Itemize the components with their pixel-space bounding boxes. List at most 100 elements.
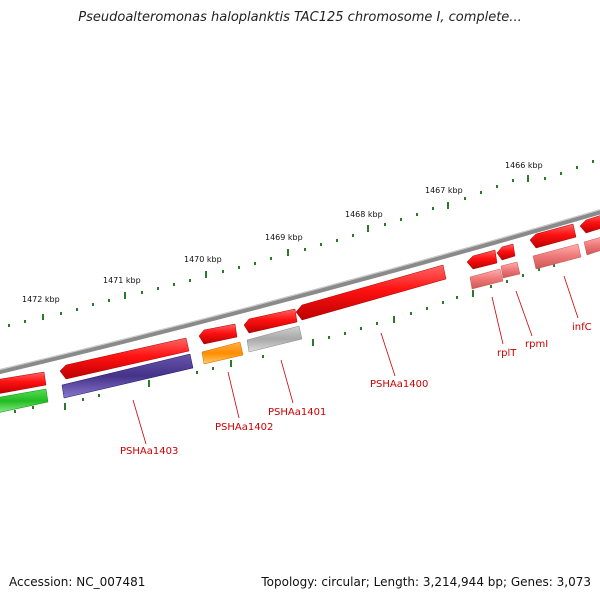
leader-pshaa1400 (380, 332, 396, 377)
gene-label-leaders (132, 275, 579, 445)
ruler-label-1468: 1468 kbp (345, 210, 383, 219)
ruler-major-tick (527, 175, 529, 182)
ruler-dot (512, 179, 514, 182)
ruler-dot (456, 296, 458, 299)
ruler-dot (360, 327, 362, 330)
leader-rplt (491, 296, 504, 345)
gene-orange-1[interactable] (201, 341, 244, 365)
chromosome-backbone-highlight (0, 209, 600, 371)
ruler-dot (506, 280, 508, 283)
ruler-dot (24, 320, 26, 323)
ruler-major-tick (205, 271, 207, 278)
gene-red-7[interactable] (496, 243, 516, 261)
gene-label-infc[interactable]: infC (572, 322, 592, 333)
leader-infc (563, 275, 579, 319)
gene-label-rplt[interactable]: rplT (497, 348, 517, 359)
gene-red-1[interactable] (0, 371, 47, 394)
gene-red-4[interactable] (243, 308, 298, 334)
gene-red-2[interactable] (59, 337, 190, 380)
ruler-dot (8, 324, 10, 327)
ruler-dot (352, 234, 354, 237)
ruler-dot (328, 336, 330, 339)
accession-text: Accession: NC_007481 (9, 575, 146, 589)
ruler-dot (400, 218, 402, 221)
ruler-major-tick (312, 339, 314, 346)
ruler-dot (92, 303, 94, 306)
ruler-dot (480, 191, 482, 194)
map-title: Pseudoalteromonas haloplanktis TAC125 ch… (78, 10, 522, 25)
ruler-dot (222, 270, 224, 273)
ruler-dot (270, 257, 272, 260)
ruler-track (8, 160, 594, 327)
leader-pshaa1402 (227, 371, 240, 419)
genome-summary-text: Topology: circular; Length: 3,214,944 bp… (261, 575, 591, 589)
gene-pink-3[interactable] (532, 243, 582, 270)
chromosome-backbone (0, 209, 600, 375)
gene-pink-4[interactable] (583, 236, 600, 256)
ruler-dot (490, 285, 492, 288)
ruler-dot (238, 266, 240, 269)
leader-pshaa1401 (280, 359, 294, 404)
ruler-label-1469: 1469 kbp (265, 233, 303, 242)
ruler-dot (592, 160, 594, 163)
gene-pink-2[interactable] (500, 261, 521, 279)
ruler-dot (496, 185, 498, 188)
ruler-label-1471: 1471 kbp (103, 276, 141, 285)
ruler-dot (426, 307, 428, 310)
ruler-dot (141, 291, 143, 294)
ruler-dot (212, 367, 214, 370)
reverse-strand-genes (0, 236, 600, 413)
ruler-dot (442, 301, 444, 304)
ruler-major-tick (148, 380, 150, 387)
ruler-label-1466: 1466 kbp (505, 161, 543, 170)
gene-label-pshaa1401[interactable]: PSHAa1401 (268, 407, 326, 418)
ruler-dot (108, 299, 110, 302)
ruler-dot (32, 406, 34, 409)
ruler-major-tick (447, 202, 449, 209)
ruler-major-tick (64, 403, 66, 410)
ruler-dot (262, 355, 264, 358)
ruler-dot (432, 207, 434, 210)
gene-label-pshaa1403[interactable]: PSHAa1403 (120, 446, 178, 457)
ruler-dot (82, 398, 84, 401)
gene-pink-1[interactable] (469, 268, 504, 290)
ruler-dot (464, 197, 466, 200)
ruler-dot (254, 262, 256, 265)
ruler-dot (522, 274, 524, 277)
ruler-major-tick (393, 316, 395, 323)
leader-rpmi (515, 290, 533, 337)
ruler-major-tick (367, 225, 369, 232)
ruler-dot (76, 308, 78, 311)
ruler-major-tick (42, 314, 44, 320)
ruler-dot (538, 268, 540, 271)
ruler-dot (320, 243, 322, 246)
ruler-dot (376, 322, 378, 325)
gene-red-5[interactable] (295, 264, 447, 321)
ruler-dot (384, 223, 386, 226)
ruler-dot (336, 239, 338, 242)
ruler-dot (344, 332, 346, 335)
ruler-dot (560, 172, 562, 175)
gene-label-pshaa1400[interactable]: PSHAa1400 (370, 379, 428, 390)
ruler-dot (304, 248, 306, 251)
gene-green-1[interactable] (0, 388, 49, 413)
gene-red-3[interactable] (198, 323, 238, 345)
leader-pshaa1403 (132, 399, 147, 445)
gene-label-pshaa1402[interactable]: PSHAa1402 (215, 422, 273, 433)
ruler-major-tick (287, 249, 289, 256)
gene-label-rpmi[interactable]: rpmI (525, 339, 548, 350)
ruler-label-1470: 1470 kbp (184, 255, 222, 264)
ruler-dot (60, 312, 62, 315)
gene-red-6[interactable] (466, 249, 498, 270)
ruler-dot (410, 312, 412, 315)
gene-navy-1[interactable] (61, 353, 194, 399)
ruler-dot (189, 279, 191, 282)
gene-gray-1[interactable] (246, 325, 303, 353)
ruler-dot (416, 213, 418, 216)
ruler-major-tick (472, 290, 474, 297)
ruler-dot (157, 287, 159, 290)
gene-red-8[interactable] (529, 223, 577, 249)
gene-red-9[interactable] (579, 214, 600, 234)
